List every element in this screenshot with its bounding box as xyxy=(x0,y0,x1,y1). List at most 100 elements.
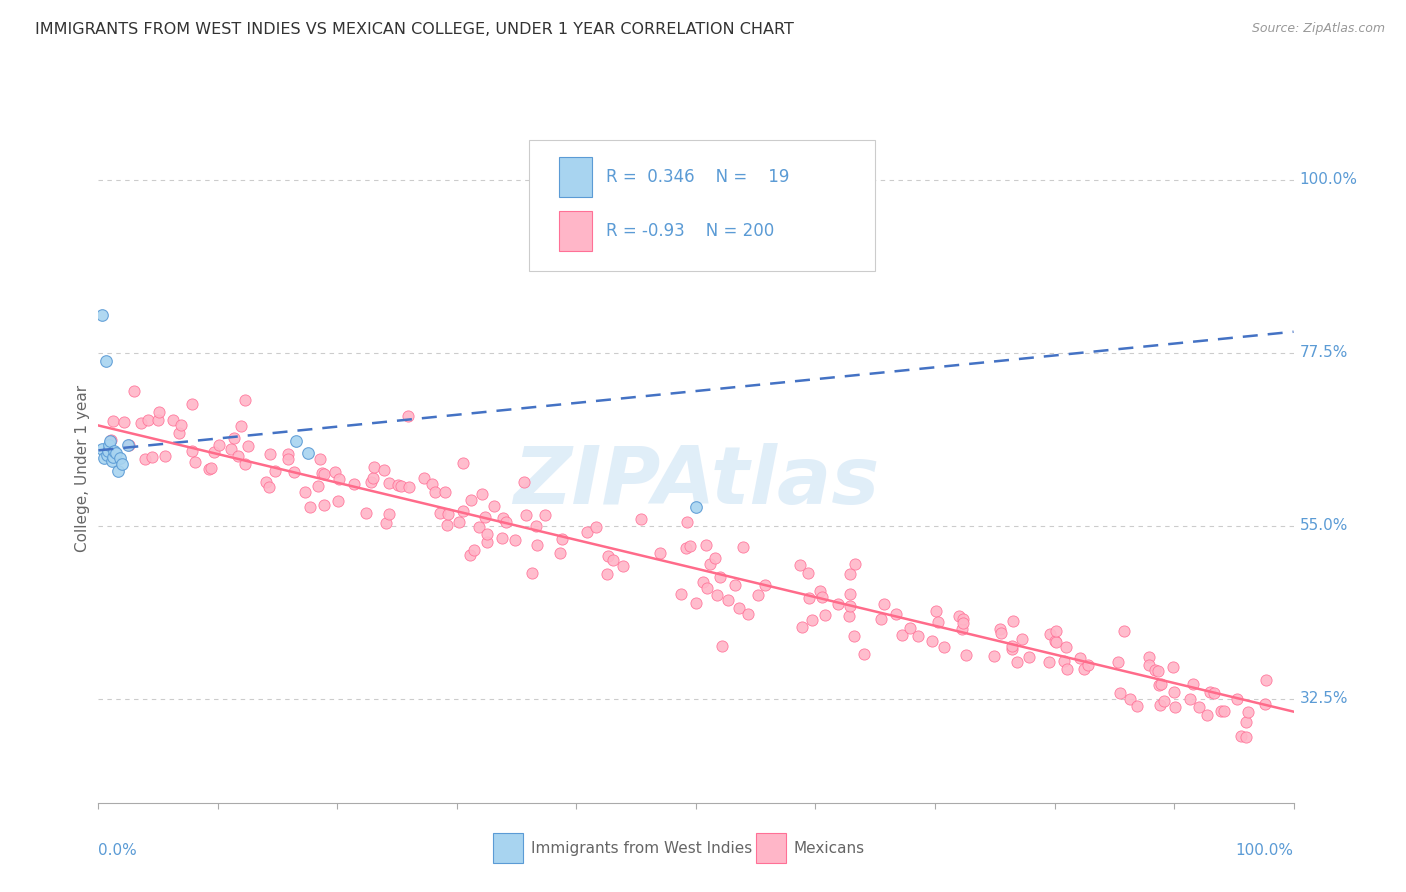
Point xyxy=(1181,677,1204,691)
Point xyxy=(596,549,619,563)
Point xyxy=(842,629,865,643)
Point xyxy=(839,567,862,582)
Point xyxy=(117,438,139,452)
Text: ZIPAtlas: ZIPAtlas xyxy=(513,442,879,521)
Point xyxy=(184,455,207,469)
Point xyxy=(1109,686,1132,700)
Text: 32.5%: 32.5% xyxy=(1299,691,1348,706)
Point xyxy=(1146,664,1168,678)
Point xyxy=(704,551,727,566)
Point xyxy=(396,409,419,423)
Point xyxy=(170,417,193,432)
Point xyxy=(950,623,973,637)
FancyBboxPatch shape xyxy=(494,833,523,863)
Point xyxy=(328,493,350,508)
Point xyxy=(1053,654,1076,668)
Point xyxy=(97,443,120,458)
Point xyxy=(1002,615,1025,629)
Point xyxy=(107,464,129,478)
Point xyxy=(378,508,401,522)
Text: 100.0%: 100.0% xyxy=(1299,172,1358,187)
Point xyxy=(91,308,114,322)
Point xyxy=(1149,698,1171,712)
Point xyxy=(1211,704,1233,718)
Point xyxy=(294,484,316,499)
Point xyxy=(838,599,860,613)
Point xyxy=(692,575,714,590)
Point xyxy=(505,533,527,547)
Point xyxy=(948,609,970,624)
Point xyxy=(870,612,893,626)
Point xyxy=(717,593,740,607)
Point xyxy=(141,450,163,464)
Point xyxy=(925,605,948,619)
Point xyxy=(492,511,515,525)
Point xyxy=(724,578,747,592)
Point xyxy=(354,506,377,520)
Point xyxy=(797,566,820,580)
Point xyxy=(495,515,517,529)
Point xyxy=(1212,704,1234,718)
Point xyxy=(91,442,114,456)
Point xyxy=(491,531,513,545)
Point xyxy=(100,433,122,447)
Point xyxy=(1164,699,1187,714)
Point xyxy=(676,516,699,530)
Point xyxy=(451,503,474,517)
Point xyxy=(711,640,734,654)
Point xyxy=(524,519,547,533)
Point xyxy=(733,540,755,554)
Text: Mexicans: Mexicans xyxy=(794,841,865,855)
Point xyxy=(1188,699,1211,714)
Point xyxy=(389,479,412,493)
Point xyxy=(98,438,121,452)
Text: Source: ZipAtlas.com: Source: ZipAtlas.com xyxy=(1251,22,1385,36)
Point xyxy=(1153,694,1175,708)
FancyBboxPatch shape xyxy=(558,157,592,197)
Point xyxy=(1018,650,1040,665)
Text: 55.0%: 55.0% xyxy=(1299,518,1348,533)
Point xyxy=(1001,641,1024,656)
FancyBboxPatch shape xyxy=(558,211,592,251)
Point xyxy=(467,519,489,533)
Point xyxy=(534,508,557,522)
Point xyxy=(447,515,470,529)
Point xyxy=(827,597,849,611)
Point xyxy=(153,450,176,464)
Point xyxy=(1069,651,1091,665)
Point xyxy=(111,458,134,472)
Point xyxy=(361,471,384,485)
Point xyxy=(526,538,548,552)
Point xyxy=(873,597,896,611)
Point xyxy=(93,451,115,466)
Point xyxy=(309,451,332,466)
Point xyxy=(839,587,862,601)
Point xyxy=(307,479,329,493)
Point xyxy=(96,448,118,462)
Point xyxy=(100,453,122,467)
Point xyxy=(1161,660,1184,674)
Point xyxy=(477,527,499,541)
Point xyxy=(576,525,599,540)
Point xyxy=(229,419,252,434)
Point xyxy=(808,583,831,598)
Point xyxy=(343,477,366,491)
Point xyxy=(596,567,619,582)
Point xyxy=(1199,685,1222,699)
Point xyxy=(955,648,977,662)
Point xyxy=(1043,634,1066,648)
Point xyxy=(108,451,131,466)
Text: 100.0%: 100.0% xyxy=(1236,843,1294,858)
Point xyxy=(551,533,574,547)
Point xyxy=(1144,664,1167,678)
Point xyxy=(131,416,153,430)
Point xyxy=(990,625,1012,640)
Point xyxy=(375,516,398,531)
Point xyxy=(1077,658,1099,673)
Point xyxy=(907,629,929,643)
Point xyxy=(259,447,281,461)
Point xyxy=(146,413,169,427)
Point xyxy=(1054,640,1077,655)
Point xyxy=(105,446,128,460)
Point xyxy=(298,500,321,515)
